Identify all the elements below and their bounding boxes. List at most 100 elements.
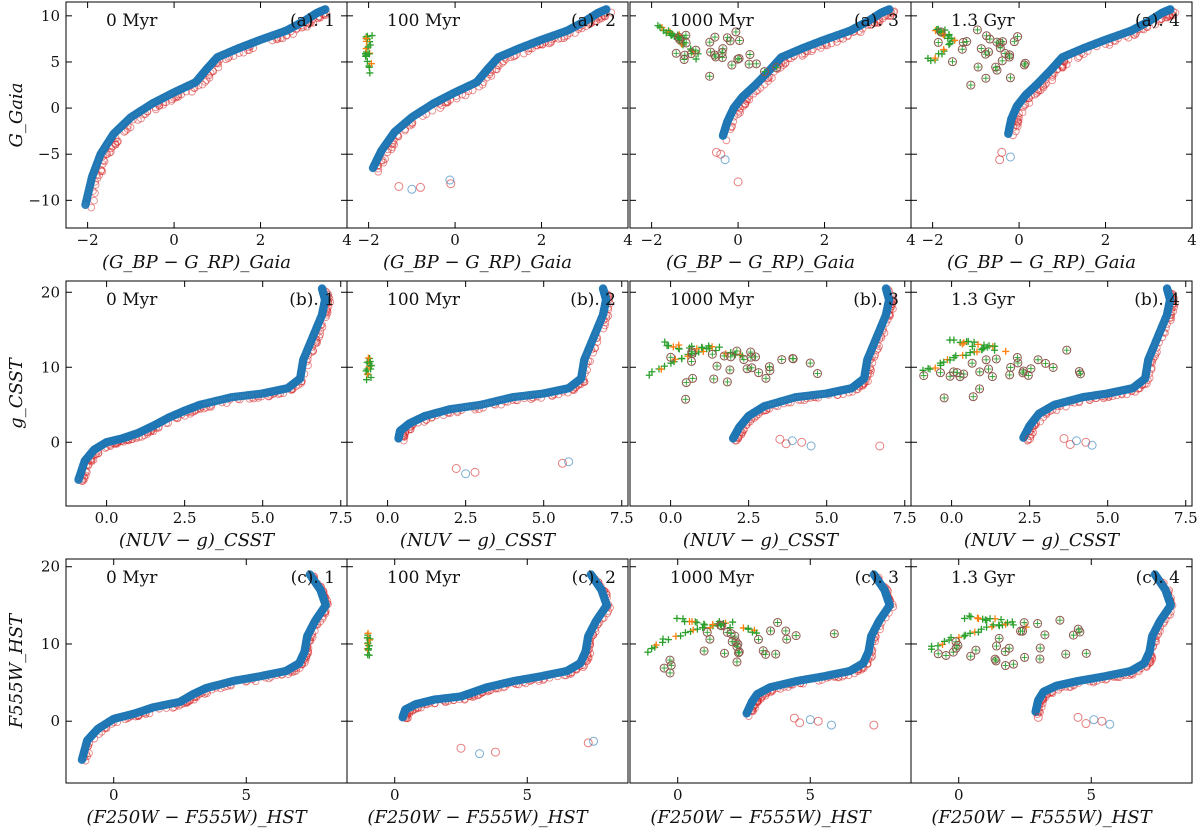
giant-point (1087, 440, 1097, 450)
remnant-point (924, 54, 932, 62)
remnant-point (715, 343, 723, 351)
binary-point (1023, 370, 1033, 380)
binary-point (966, 80, 976, 90)
x-tick-label: 2 (1101, 231, 1111, 249)
binary-point (709, 374, 719, 384)
age-label: 1000 Myr (670, 11, 755, 31)
binary-point (751, 59, 761, 69)
giant-point (806, 441, 816, 451)
x-tick-label: 4 (623, 231, 633, 249)
binary-point (982, 31, 992, 41)
x-axis-label: (F250W − F555W)_HST (367, 807, 589, 828)
giant-point (475, 749, 485, 759)
binary-point (722, 377, 732, 387)
binary-point (711, 52, 721, 62)
panel-label: (b). 2 (570, 290, 616, 310)
remnant-point (367, 60, 375, 68)
age-label: 1.3 Gyr (951, 11, 1016, 31)
y-tick-label: 20 (41, 558, 60, 576)
x-tick-label: 0 (733, 231, 743, 249)
binary-point (1040, 630, 1050, 640)
x-tick-label: 5 (241, 786, 251, 804)
binary-point (992, 37, 1002, 47)
x-tick-label: 7.5 (1174, 509, 1198, 527)
binary-point (754, 368, 764, 378)
remnant-point (978, 345, 986, 353)
x-axis-label: (G_BP − G_RP)_Gaia (666, 252, 855, 273)
binary-point (981, 355, 991, 365)
remnant-point (705, 342, 713, 350)
remnant-point (968, 342, 976, 350)
companion-point (487, 72, 496, 80)
giant-point (875, 441, 885, 451)
panel-label: (c). 3 (855, 568, 899, 588)
binary-point (771, 649, 781, 659)
remnant-point (986, 615, 994, 623)
sequence-line (81, 5, 329, 209)
binary-point (973, 62, 983, 72)
remnant-point (700, 620, 708, 628)
remnant-point (675, 341, 683, 349)
remnant-point (729, 618, 737, 626)
binary-point (777, 355, 787, 365)
companion-point (98, 167, 107, 176)
x-axis-label: (F250W − F555W)_HST (931, 807, 1153, 828)
binary-point (1048, 363, 1058, 373)
remnant-point (689, 626, 697, 634)
binary-point (967, 358, 977, 368)
remnant-point (1002, 347, 1010, 355)
panel-a-4: −2 0 2 4 1.3 Gyr (a). 4 (G_BP − G_RP)_Gaia (910, 1, 1197, 273)
companion-point (214, 63, 223, 72)
giant-point (1071, 436, 1081, 446)
binary-point (990, 654, 1000, 664)
binary-point (747, 363, 757, 373)
remnant-point (693, 625, 701, 633)
binary-point (812, 369, 822, 379)
giant-point (470, 467, 480, 477)
scatter-points (928, 570, 1177, 729)
binary-point (705, 71, 715, 81)
companion-point (492, 65, 501, 74)
panel-frame (910, 558, 1193, 784)
x-tick-label: 5 (1086, 786, 1096, 804)
binary-point (981, 49, 991, 59)
panel-label: (a). 3 (854, 11, 899, 31)
remnant-point (960, 632, 968, 640)
binary-point (674, 32, 684, 42)
panel-label: (a). 2 (571, 11, 616, 31)
binary-point (781, 626, 791, 636)
remnant-point (973, 614, 981, 622)
y-tick-label: 10 (41, 7, 60, 25)
panel-b-1: 0.0 2.5 5.0 7.5 0 10 20 0 Myr (b). 1 (NUV − g)_CS… (41, 280, 353, 551)
binary-point (760, 67, 770, 77)
binary-point (1005, 370, 1015, 380)
remnant-point (674, 32, 682, 40)
x-tick-label: 0 (954, 786, 964, 804)
binary-point (699, 646, 709, 656)
binary-point (688, 373, 698, 383)
binary-point (766, 626, 776, 636)
panel-frame (346, 280, 629, 507)
x-tick-label: 4 (1187, 231, 1197, 249)
x-axis-label: (G_BP − G_RP)_Gaia (383, 252, 572, 273)
remnant-point (688, 342, 696, 350)
giant-point (1073, 712, 1083, 722)
binary-point (1061, 649, 1071, 659)
scatter-points (924, 5, 1180, 165)
remnant-point (983, 616, 991, 624)
binary-point (782, 634, 792, 644)
sequence-line (78, 570, 330, 764)
remnant-point (688, 618, 696, 626)
x-tick-label: 0 (673, 786, 683, 804)
remnant-point (708, 343, 716, 351)
binary-point (933, 37, 943, 47)
remnant-point (645, 371, 653, 379)
y-tick-label: 5 (50, 53, 60, 71)
binary-point (919, 371, 929, 381)
binary-point (707, 349, 717, 359)
sequence-line (1032, 570, 1175, 716)
binary-point (975, 367, 985, 377)
binary-point (971, 645, 981, 655)
remnant-point (951, 36, 959, 44)
